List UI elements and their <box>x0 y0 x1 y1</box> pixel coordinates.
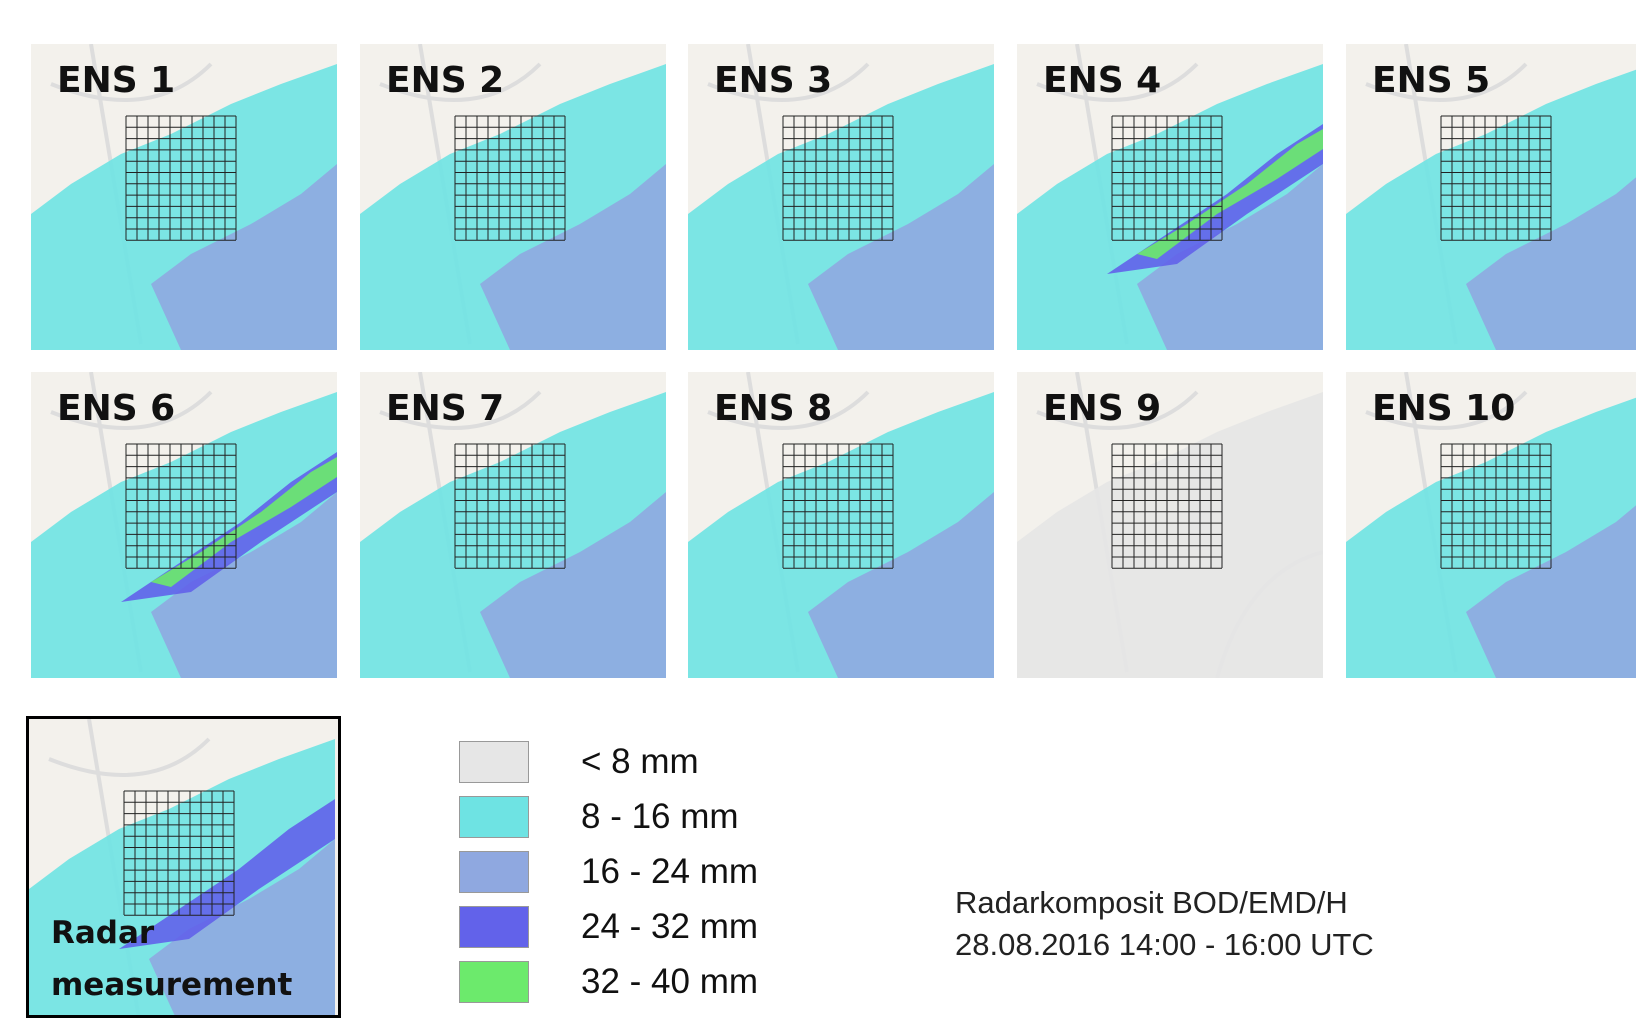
panel-label: ENS 1 <box>57 60 175 101</box>
panel-label: ENS 2 <box>386 60 504 101</box>
ensemble-panel: ENS 3 <box>688 44 994 350</box>
ensemble-panel: ENS 6 <box>31 372 337 678</box>
ensemble-panel: ENS 10 <box>1346 372 1636 678</box>
panel-label: ENS 9 <box>1043 388 1161 429</box>
caption-line: Radarkomposit BOD/EMD/H <box>955 885 1348 921</box>
legend-swatch <box>459 741 529 783</box>
legend-swatch <box>459 906 529 948</box>
legend-label: 16 - 24 mm <box>581 851 758 893</box>
panel-label: ENS 4 <box>1043 60 1161 101</box>
panel-label: ENS 7 <box>386 388 504 429</box>
panel-label: ENS 5 <box>1372 60 1490 101</box>
panel-label: ENS 3 <box>714 60 832 101</box>
ensemble-panel: ENS 1 <box>31 44 337 350</box>
caption-line: 28.08.2016 14:00 - 16:00 UTC <box>955 927 1374 963</box>
panel-label: ENS 6 <box>57 388 175 429</box>
legend-swatch <box>459 961 529 1003</box>
ensemble-panel: ENS 4 <box>1017 44 1323 350</box>
ensemble-panel: ENS 7 <box>360 372 666 678</box>
legend-swatch <box>459 851 529 893</box>
panel-label: ENS 10 <box>1372 388 1515 429</box>
legend-swatch <box>459 796 529 838</box>
rain-area <box>1017 392 1323 678</box>
legend-label: 32 - 40 mm <box>581 961 758 1003</box>
panel-label: ENS 8 <box>714 388 832 429</box>
radar-panel: Radar measurement <box>26 716 341 1018</box>
ensemble-panel: ENS 2 <box>360 44 666 350</box>
radar-label: Radar <box>51 915 154 951</box>
legend-label: 24 - 32 mm <box>581 906 758 948</box>
ensemble-panel: ENS 9 <box>1017 372 1323 678</box>
radar-label: measurement <box>51 967 292 1003</box>
figure: ENS 1 ENS 2 ENS 3 ENS 4 ENS 5 ENS 6 ENS 7 ENS 8… <box>0 0 1636 1015</box>
legend-label: < 8 mm <box>581 741 699 783</box>
legend-label: 8 - 16 mm <box>581 796 739 838</box>
ensemble-panel: ENS 8 <box>688 372 994 678</box>
ensemble-panel: ENS 5 <box>1346 44 1636 350</box>
